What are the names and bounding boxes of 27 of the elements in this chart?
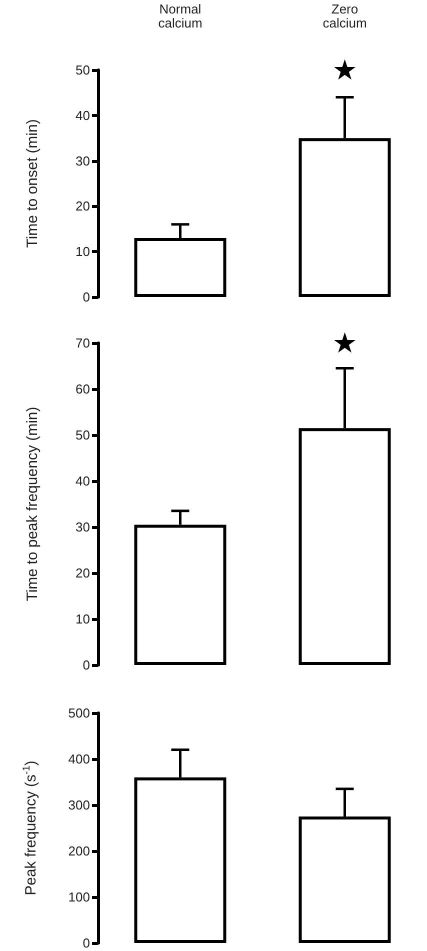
y-tick-label: 400 (68, 752, 90, 766)
y-tick-label: 20 (76, 566, 90, 580)
y-tick-label: 40 (76, 108, 90, 123)
y-tick-label: 20 (76, 198, 90, 214)
y-tick-label: 50 (76, 62, 90, 78)
y-axis-title: Time to peak frequency (min) (24, 406, 41, 602)
y-tick-label: 200 (68, 844, 90, 858)
y-tick-label: 300 (68, 798, 90, 812)
x-tick-label: Zero calcium (322, 2, 367, 30)
annotation: ★ (332, 54, 358, 86)
y-tick-label: 100 (68, 890, 90, 904)
annotation: ★ (332, 326, 358, 360)
y-tick-label: 50 (76, 428, 90, 442)
y-tick-label: 10 (76, 244, 90, 260)
y-tick-label: 10 (76, 612, 90, 626)
y-axis-title: Time to onset (min) (24, 119, 41, 248)
y-tick-label: 30 (76, 520, 90, 534)
y-tick-label: 500 (68, 706, 90, 720)
y-tick-label: 0 (82, 936, 90, 950)
y-axis-title: Peak frequency (s-1) (22, 760, 40, 896)
y-tick-label: 30 (76, 153, 90, 168)
y-tick-label: 0 (82, 290, 90, 304)
y-tick-label: 60 (76, 382, 90, 396)
y-tick-label: 40 (76, 474, 90, 488)
y-tick-label: 0 (82, 658, 90, 672)
x-tick-label: Normal calcium (158, 2, 202, 30)
y-tick-label: 70 (76, 336, 90, 350)
